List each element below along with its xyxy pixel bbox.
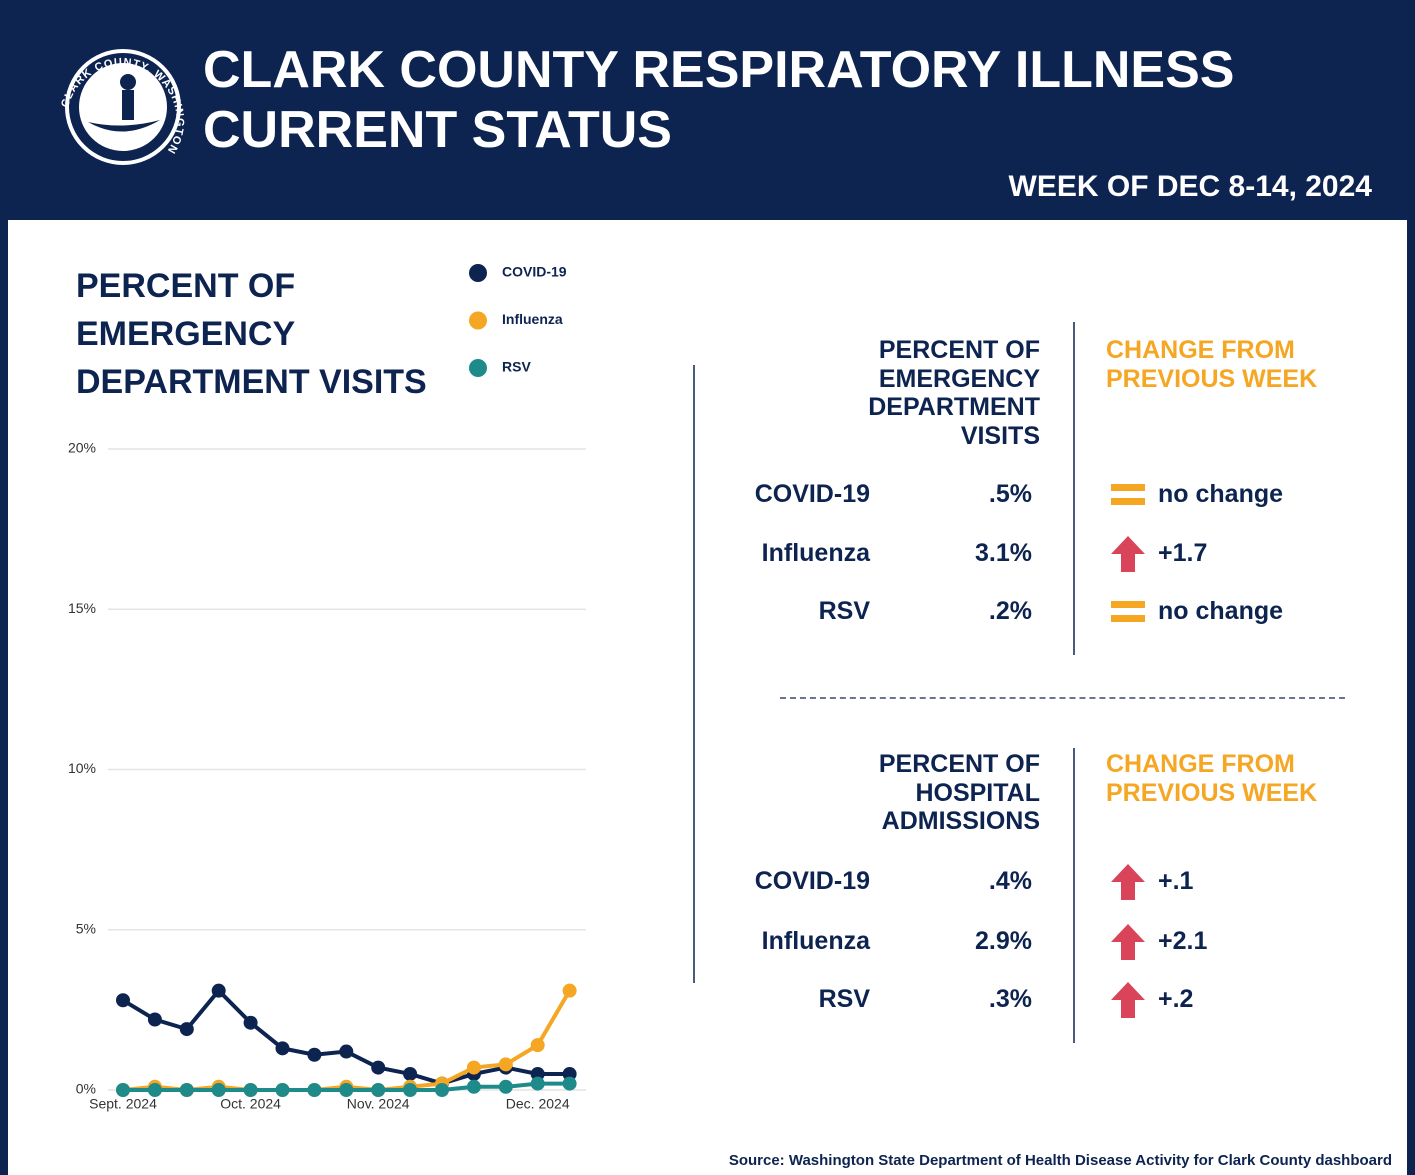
data-point — [530, 1076, 545, 1091]
data-point — [211, 1083, 226, 1097]
data-point — [371, 1060, 386, 1075]
data-point — [530, 1066, 545, 1081]
header: CLARK COUNTY, WASHINGTON CLARK COUNTY RE… — [8, 0, 1407, 220]
separator — [780, 697, 1345, 699]
row-label: COVID-19 — [754, 867, 870, 895]
row-value: .5% — [988, 480, 1032, 508]
data-point — [147, 1012, 162, 1027]
row-change: no change — [1158, 480, 1284, 508]
row-value: 3.1% — [975, 539, 1032, 567]
data-point — [403, 1083, 418, 1097]
change-icon — [1111, 982, 1145, 1018]
row-change: +1.7 — [1158, 539, 1208, 567]
row-label: Influenza — [761, 927, 870, 955]
y-tick-label: 20% — [68, 440, 96, 456]
data-point — [243, 1015, 258, 1030]
arrow-up — [1111, 924, 1145, 960]
row-value: .2% — [988, 597, 1032, 625]
data-point — [498, 1079, 513, 1094]
data-point — [371, 1083, 386, 1097]
equals-bar — [1111, 601, 1145, 608]
data-point — [530, 1038, 545, 1053]
legend-marker — [469, 359, 487, 377]
data-point — [466, 1079, 481, 1094]
row-value: .4% — [988, 867, 1032, 895]
data-point — [147, 1083, 162, 1097]
x-tick-label: Dec. 2024 — [506, 1096, 570, 1112]
title: CLARK COUNTY RESPIRATORY ILLNESS — [203, 41, 1235, 99]
table-header: PERCENT OF HOSPITAL ADMISSIONS — [878, 750, 1040, 835]
data-point — [562, 1066, 577, 1081]
data-point — [435, 1083, 449, 1097]
divider — [1073, 322, 1075, 655]
divider — [693, 365, 695, 983]
table-header: CHANGE FROM PREVIOUS WEEK — [1106, 336, 1318, 393]
data-point — [307, 1083, 322, 1097]
data-point — [211, 983, 226, 998]
row-label: RSV — [818, 597, 870, 625]
arrow-up — [1111, 536, 1145, 572]
series-line — [122, 989, 572, 1093]
data-point — [466, 1060, 481, 1075]
change-icon — [1111, 864, 1145, 900]
equals-bar — [1111, 484, 1145, 491]
row-label: RSV — [818, 985, 870, 1013]
row-value: 2.9% — [975, 927, 1032, 955]
data-point — [243, 1083, 258, 1097]
row-change: no change — [1158, 597, 1284, 625]
change-icon — [1111, 536, 1145, 572]
y-tick-label: 5% — [76, 920, 96, 936]
row-change: +2.1 — [1158, 927, 1208, 955]
arrow-up — [1111, 982, 1145, 1018]
data-point — [179, 1022, 194, 1037]
legend-label: COVID-19 — [502, 264, 567, 280]
data-point — [179, 1083, 194, 1097]
data-point — [562, 1076, 577, 1091]
legend-marker — [469, 311, 487, 330]
y-tick-label: 10% — [68, 760, 96, 776]
source: Source: Washington State Department of H… — [728, 1152, 1392, 1169]
y-tick-label: 0% — [76, 1081, 96, 1097]
week: WEEK OF DEC 8-14, 2024 — [1008, 170, 1372, 203]
data-point — [307, 1047, 322, 1062]
logo: CLARK COUNTY, WASHINGTON — [59, 49, 185, 165]
legend-marker — [469, 264, 487, 282]
x-tick-label: Oct. 2024 — [220, 1096, 281, 1112]
row-label: Influenza — [761, 539, 870, 567]
data-point — [275, 1083, 290, 1097]
table-header: PERCENT OF EMERGENCY DEPARTMENT VISITS — [868, 336, 1040, 450]
change-icon — [1111, 484, 1145, 505]
equals-bar — [1111, 615, 1145, 622]
row-value: .3% — [988, 985, 1032, 1013]
data-point — [562, 983, 577, 998]
chart: 0% 5% 10% 15% 20% Sept. 2024 Oct. 2024 Nov. 202… — [68, 264, 586, 1112]
data-point — [116, 1083, 130, 1097]
x-tick-label: Nov. 2024 — [347, 1096, 410, 1112]
y-tick-label: 15% — [68, 600, 96, 616]
x-tick-label: Sept. 2024 — [89, 1096, 157, 1112]
data-point — [403, 1066, 418, 1081]
legend-label: Influenza — [502, 311, 563, 327]
chart-title: PERCENT OF EMERGENCY DEPARTMENT VISITS — [76, 267, 427, 401]
data-point — [116, 993, 130, 1008]
row-label: COVID-19 — [754, 480, 870, 508]
data-point — [339, 1083, 354, 1097]
data-point — [498, 1057, 513, 1072]
row-change: +.1 — [1158, 867, 1194, 895]
title: CURRENT STATUS — [203, 101, 672, 159]
arrow-up — [1111, 864, 1145, 900]
legend-label: RSV — [502, 359, 531, 375]
data-point — [275, 1041, 290, 1056]
divider — [1073, 748, 1075, 1043]
change-icon — [1111, 601, 1145, 622]
data-point — [339, 1044, 354, 1059]
table-header: CHANGE FROM PREVIOUS WEEK — [1106, 750, 1318, 807]
equals-bar — [1111, 498, 1145, 505]
change-icon — [1111, 924, 1145, 960]
row-change: +.2 — [1158, 985, 1194, 1013]
